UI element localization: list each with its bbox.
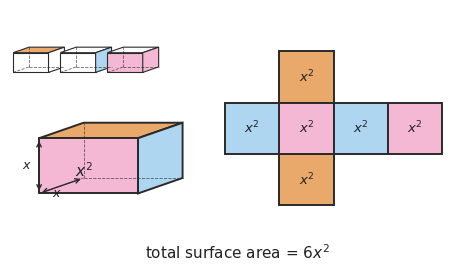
Bar: [279, 154, 334, 205]
Text: $x^2$: $x^2$: [299, 120, 314, 137]
Bar: [279, 51, 334, 103]
Text: $x$: $x$: [22, 159, 32, 172]
Text: $x^2$: $x^2$: [299, 171, 314, 188]
Polygon shape: [13, 47, 64, 53]
Text: $x^2$: $x^2$: [245, 120, 260, 137]
Polygon shape: [60, 53, 96, 72]
Bar: [334, 103, 388, 154]
Bar: [279, 103, 334, 154]
Polygon shape: [39, 123, 182, 138]
Text: $x$: $x$: [52, 187, 62, 200]
Polygon shape: [138, 123, 182, 193]
Polygon shape: [108, 47, 159, 53]
Bar: [388, 103, 442, 154]
Text: $x^2$: $x^2$: [299, 69, 314, 85]
Polygon shape: [108, 53, 143, 72]
Text: $x^2$: $x^2$: [75, 161, 92, 180]
Polygon shape: [96, 47, 111, 72]
Text: $x^2$: $x^2$: [353, 120, 368, 137]
Polygon shape: [39, 138, 138, 193]
Polygon shape: [143, 47, 159, 72]
Polygon shape: [60, 47, 111, 53]
Polygon shape: [48, 47, 64, 72]
Text: $x^2$: $x^2$: [407, 120, 423, 137]
Polygon shape: [13, 53, 48, 72]
Bar: [225, 103, 279, 154]
Text: total surface area = $6x^2$: total surface area = $6x^2$: [145, 243, 329, 262]
